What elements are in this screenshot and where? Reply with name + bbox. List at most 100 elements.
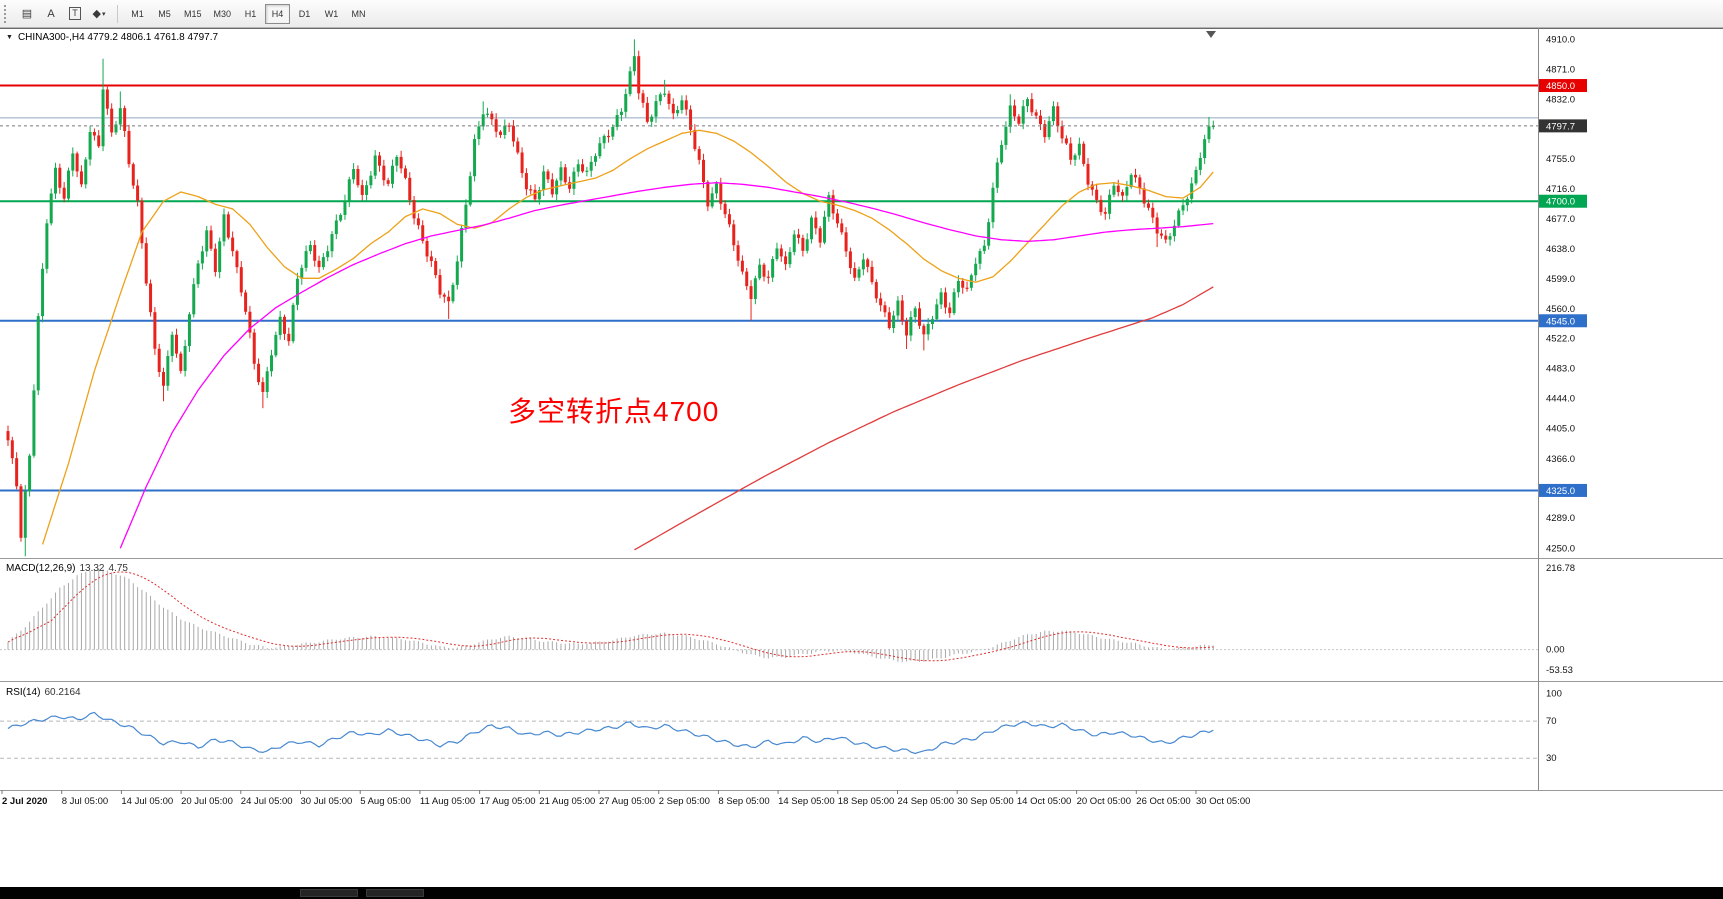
candle-body <box>585 170 589 172</box>
timeframe-m5-button[interactable]: M5 <box>158 8 171 19</box>
candle-body <box>857 269 861 278</box>
candle-body <box>654 101 658 117</box>
candle-body <box>343 200 347 215</box>
time-label: 2 Jul 2020 <box>2 796 47 807</box>
candle-body <box>421 225 425 241</box>
dropdown-caret-icon[interactable]: ▾ <box>101 10 106 18</box>
price-tick-label: 4677.0 <box>1546 214 1575 225</box>
candle-body <box>762 264 766 277</box>
candle-body <box>1138 177 1142 189</box>
candle-body <box>110 108 114 133</box>
candle-body <box>1064 138 1068 144</box>
candle-body <box>481 114 485 127</box>
timeframe-h4-button[interactable]: H4 <box>265 3 291 24</box>
candle-body <box>127 130 131 165</box>
candle-body <box>213 248 217 273</box>
candle-body <box>511 125 515 142</box>
price-tick-label: 4522.0 <box>1546 334 1575 345</box>
candle-body <box>1030 99 1034 113</box>
candle-body <box>1207 126 1211 140</box>
timeframe-mn-button[interactable]: MN <box>351 8 366 19</box>
candle-body <box>1082 143 1086 164</box>
candle-body <box>330 234 334 252</box>
macd-value-main: 13.32 <box>79 563 105 574</box>
shapes-tool-icon[interactable]: ◆ ▾ <box>88 4 110 24</box>
collapse-arrow-icon[interactable]: ▼ <box>6 34 13 41</box>
candle-body <box>576 164 580 172</box>
candle-body <box>1017 116 1021 124</box>
macd-indicator-label: MACD(12,26,9) 13.32 4.75 <box>6 563 128 574</box>
candle-body <box>1103 212 1107 214</box>
top-toolbar: ▤ A T ◆ ▾ M1 M5 M15 M30 H1 H4 D1 W1 MN <box>0 0 1723 28</box>
candle-body <box>1125 187 1129 196</box>
candle-body <box>265 371 269 392</box>
candle-body <box>563 167 567 183</box>
candle-body <box>244 292 248 312</box>
chart-annotation-text[interactable]: 多空转折点4700 <box>508 396 720 427</box>
chart-canvas[interactable]: 4910.0 4871.0 4832.0 4755.0 4716.0 4677.0 4638… <box>0 28 1723 887</box>
candle-body <box>304 251 308 268</box>
candle-body <box>226 214 230 238</box>
candle-body <box>1134 174 1138 178</box>
price-badge-text: 4700.0 <box>1546 197 1575 208</box>
candle-body <box>887 312 891 329</box>
candle-body <box>1203 139 1207 159</box>
candle-body <box>1168 236 1172 240</box>
candle-body <box>498 131 502 135</box>
timeframe-m1-button[interactable]: M1 <box>131 8 144 19</box>
candle-body <box>356 169 360 186</box>
candle-body <box>460 227 464 262</box>
candle-body <box>632 56 636 72</box>
timeframe-m30-button[interactable]: M30 <box>213 8 232 19</box>
candle-body <box>883 305 887 313</box>
chart-tile-icon[interactable]: ▤ <box>16 4 38 24</box>
candle-body <box>1013 105 1017 117</box>
text-tool-icon[interactable]: T <box>64 4 86 24</box>
candle-body <box>334 220 338 235</box>
taskbar-item[interactable] <box>366 889 424 897</box>
price-tick-label: 4599.0 <box>1546 274 1575 285</box>
candle-body <box>464 204 468 228</box>
candle-body <box>412 200 416 219</box>
candle-body <box>365 185 369 195</box>
taskbar-item[interactable] <box>300 889 358 897</box>
chart-shift-marker[interactable] <box>1206 31 1216 38</box>
candle-body <box>326 251 330 258</box>
candle-body <box>1069 143 1073 160</box>
time-label: 24 Sep 05:00 <box>898 796 955 807</box>
candle-body <box>689 109 693 130</box>
candle-body <box>939 292 943 305</box>
macd-tick-label: 0.00 <box>1546 645 1565 656</box>
candle-body <box>935 304 939 320</box>
candle-body <box>581 164 585 172</box>
candle-body <box>628 71 632 94</box>
macd-tick-label: 216.78 <box>1546 563 1575 574</box>
timeframe-d1-button[interactable]: D1 <box>298 8 311 19</box>
candle-body <box>425 240 429 257</box>
time-label: 30 Sep 05:00 <box>957 796 1014 807</box>
candle-body <box>568 182 572 189</box>
cursor-tool-icon-glyph: A <box>47 7 55 20</box>
cursor-tool-icon[interactable]: A <box>40 4 62 24</box>
candle-body <box>503 125 507 135</box>
timeframe-h1-button[interactable]: H1 <box>244 8 257 19</box>
toolbar-grip[interactable] <box>4 4 9 23</box>
candle-body <box>874 282 878 299</box>
candle-body <box>974 263 978 276</box>
timeframe-w1-button[interactable]: W1 <box>324 8 339 19</box>
rsi-name: RSI(14) <box>6 687 41 698</box>
candle-body <box>282 316 286 334</box>
candle-body <box>136 185 140 201</box>
timeframe-buttons-group: M1 M5 M15 M30 H1 H4 D1 W1 MN <box>125 3 371 24</box>
candle-body <box>1095 189 1099 200</box>
candle-body <box>870 266 874 283</box>
rsi-value: 60.2164 <box>44 687 81 698</box>
candle-body <box>131 164 135 186</box>
candle-body <box>740 260 744 272</box>
time-label: 20 Oct 05:00 <box>1077 796 1131 807</box>
timeframe-m15-button[interactable]: M15 <box>184 8 202 19</box>
candle-body <box>187 314 191 346</box>
candle-body <box>295 278 299 305</box>
time-label: 14 Jul 05:00 <box>121 796 173 807</box>
candle-body <box>905 321 909 336</box>
